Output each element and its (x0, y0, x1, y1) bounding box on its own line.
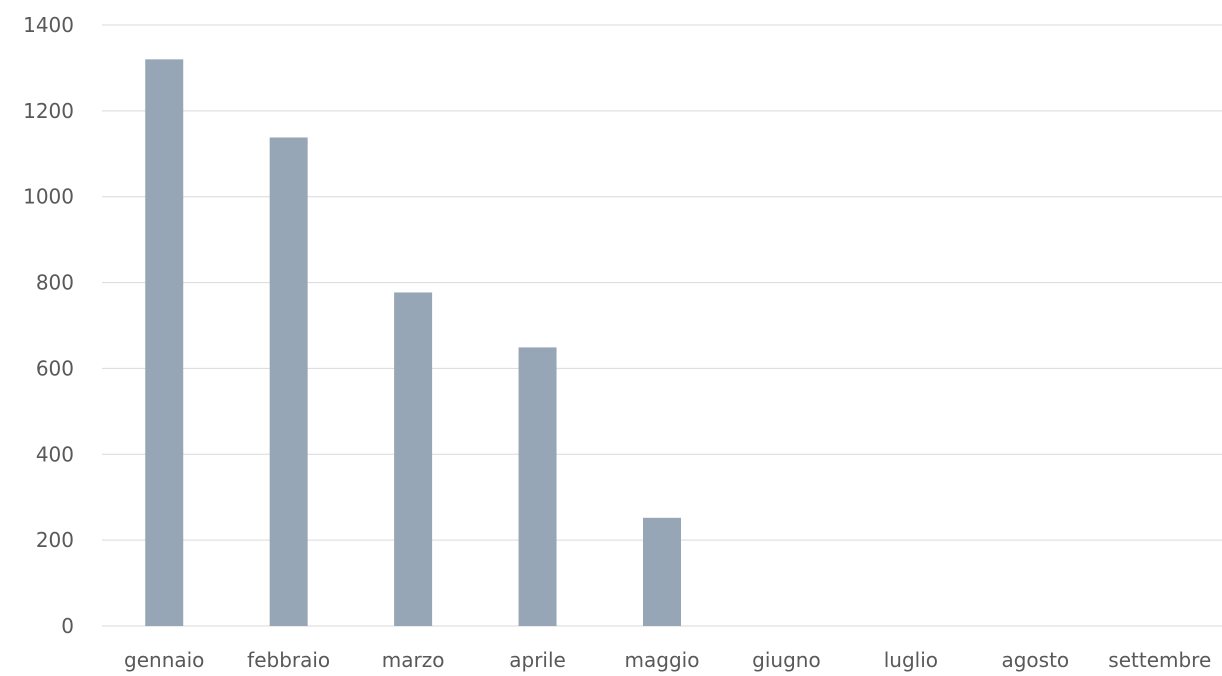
x-tick-label-settembre: settembre (1108, 648, 1211, 672)
y-tick-label: 200 (36, 528, 74, 552)
y-tick-label: 1000 (23, 185, 74, 209)
bar-aprile (518, 347, 557, 626)
bar-maggio (643, 517, 681, 626)
x-tick-label-giugno: giugno (752, 648, 821, 672)
bar-marzo (394, 292, 433, 626)
bar-gennaio (145, 59, 184, 627)
y-tick-label: 1200 (23, 99, 74, 123)
x-tick-label-agosto: agosto (1001, 648, 1069, 672)
y-tick-label: 0 (61, 614, 74, 638)
bars (145, 59, 681, 627)
x-tick-label-gennaio: gennaio (124, 648, 204, 672)
y-axis-tick-labels: 0 200 400 600 800 1000 1200 1400 (23, 13, 74, 638)
y-tick-label: 600 (36, 356, 74, 380)
x-tick-label-febbraio: febbraio (247, 648, 330, 672)
x-tick-label-marzo: marzo (382, 648, 445, 672)
y-tick-label: 400 (36, 442, 74, 466)
y-tick-label: 800 (36, 271, 74, 295)
y-tick-label: 1400 (23, 13, 74, 37)
x-tick-label-aprile: aprile (509, 648, 566, 672)
x-axis-tick-labels: gennaio febbraio marzo aprile maggio giugno lu… (124, 648, 1211, 672)
x-tick-label-luglio: luglio (884, 648, 938, 672)
bar-febbraio (269, 137, 308, 627)
x-tick-label-maggio: maggio (625, 648, 700, 672)
